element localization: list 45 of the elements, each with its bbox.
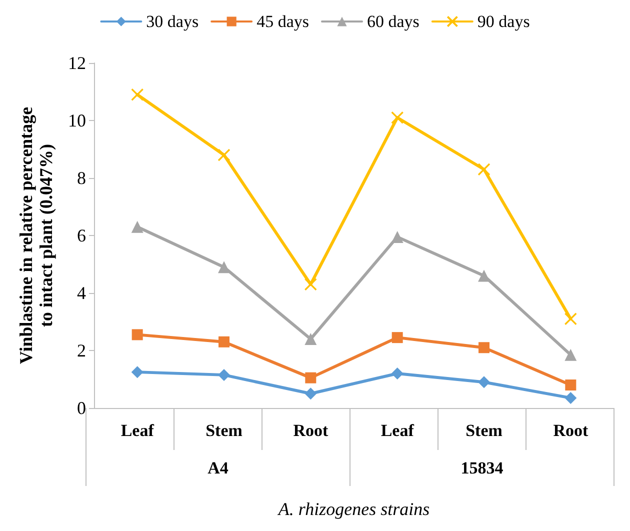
x-tick-label: Stem: [206, 421, 242, 440]
y-tick-label: 6: [77, 226, 86, 246]
x-tick-label: Root: [293, 421, 328, 440]
x-axis-title: A. rhizogenes strains: [277, 499, 430, 519]
text: A4: [208, 458, 229, 478]
legend-label: 45 days: [256, 12, 310, 31]
y-tick-label: 12: [68, 53, 86, 73]
point: [131, 366, 144, 378]
point: [218, 368, 230, 381]
point: [131, 88, 144, 101]
point: [218, 261, 230, 274]
point: [304, 333, 317, 345]
y-axis-title: Vinblastine in relative percentage to intact plant (0.047%): [16, 106, 56, 364]
point: [132, 329, 143, 340]
legend-label: 30 days: [146, 12, 199, 31]
point: [305, 372, 316, 384]
point: [564, 392, 577, 404]
point: [564, 312, 577, 326]
point: [564, 348, 577, 361]
y-tick-label: 2: [77, 340, 86, 360]
point: [304, 278, 317, 291]
x-tick-label: Leaf: [380, 421, 414, 440]
y-tick-label: 4: [77, 283, 86, 303]
point: [304, 388, 317, 400]
legend-label: 90 days: [477, 12, 530, 31]
point: [391, 111, 404, 124]
point: [478, 270, 490, 282]
y-tick-label: 8: [77, 168, 86, 188]
point: [131, 220, 144, 233]
point: [392, 332, 403, 344]
point: [478, 376, 490, 388]
point: [218, 148, 230, 162]
point: [391, 230, 404, 243]
point: [478, 342, 490, 354]
point: [478, 163, 490, 176]
x-tick-label: Root: [553, 421, 588, 440]
text: 15834: [460, 458, 504, 478]
point: [218, 336, 230, 348]
point: [565, 380, 576, 390]
x-tick-label: Leaf: [120, 421, 154, 440]
y-tick-label: 0: [77, 398, 86, 418]
y-tick-label: 10: [68, 110, 86, 130]
point: [391, 368, 404, 380]
x-tick-label: Stem: [466, 421, 502, 440]
legend-label: 60 days: [367, 12, 420, 31]
